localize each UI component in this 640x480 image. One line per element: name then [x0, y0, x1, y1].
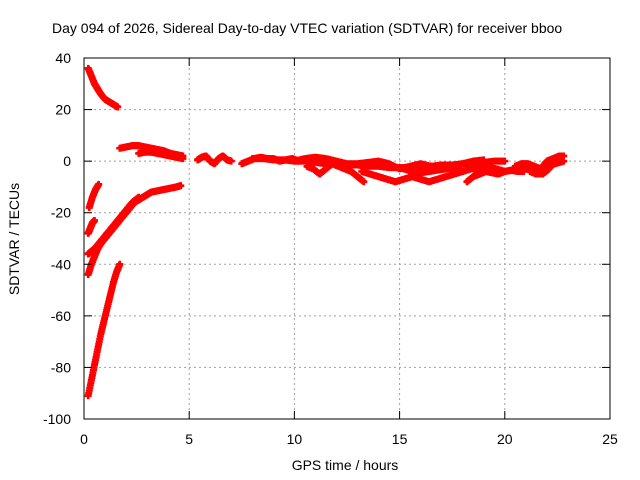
y-tick-label: -20 [51, 205, 71, 221]
series-arc-14 [358, 167, 467, 186]
data-point [95, 180, 103, 188]
x-tick-label: 10 [287, 431, 303, 447]
data-point [114, 103, 122, 111]
axis-ticks [83, 57, 611, 420]
y-tick-label: 20 [55, 102, 71, 118]
data-point [360, 178, 368, 186]
x-tick-label: 20 [497, 431, 513, 447]
y-tick-label: -100 [43, 411, 71, 427]
series-arc-18 [526, 152, 566, 178]
y-tick-labels: -100 -80 -60 -40 -20 0 20 40 [43, 50, 71, 427]
data-point [135, 193, 143, 201]
data-point [179, 155, 187, 163]
data-point [480, 156, 488, 164]
series-arc-1 [84, 64, 122, 111]
y-tick-label: 40 [55, 50, 71, 66]
series-arc-8 [135, 148, 187, 163]
y-tick-label: -40 [51, 256, 71, 272]
data-point [227, 157, 235, 165]
series-arc-5 [84, 193, 143, 258]
plot-frame [83, 57, 611, 420]
data-point [116, 260, 124, 268]
x-axis-label: GPS time / hours [292, 457, 399, 473]
series-arc-9 [194, 152, 235, 168]
series-arc-2 [85, 180, 103, 212]
data-point [501, 157, 509, 165]
series-arc-3 [84, 216, 99, 237]
y-tick-label: 0 [63, 153, 71, 169]
x-tick-labels: 0 5 10 15 20 25 [80, 431, 618, 447]
y-axis-label: SDTVAR / TECUs [6, 183, 22, 295]
series-arc-13 [303, 160, 368, 186]
chart-title: Day 094 of 2026, Sidereal Day-to-day VTE… [52, 20, 562, 36]
data-point [177, 182, 185, 190]
x-tick-label: 25 [602, 431, 618, 447]
x-tick-label: 5 [185, 431, 193, 447]
x-tick-label: 0 [80, 431, 88, 447]
x-tick-label: 15 [392, 431, 408, 447]
y-tick-label: -80 [51, 359, 71, 375]
data-point [558, 152, 566, 160]
data-point [520, 167, 528, 175]
series-arc-6 [84, 260, 124, 400]
data-point [91, 216, 99, 224]
data-points [84, 64, 568, 400]
grid [84, 58, 610, 419]
y-tick-label: -60 [51, 308, 71, 324]
